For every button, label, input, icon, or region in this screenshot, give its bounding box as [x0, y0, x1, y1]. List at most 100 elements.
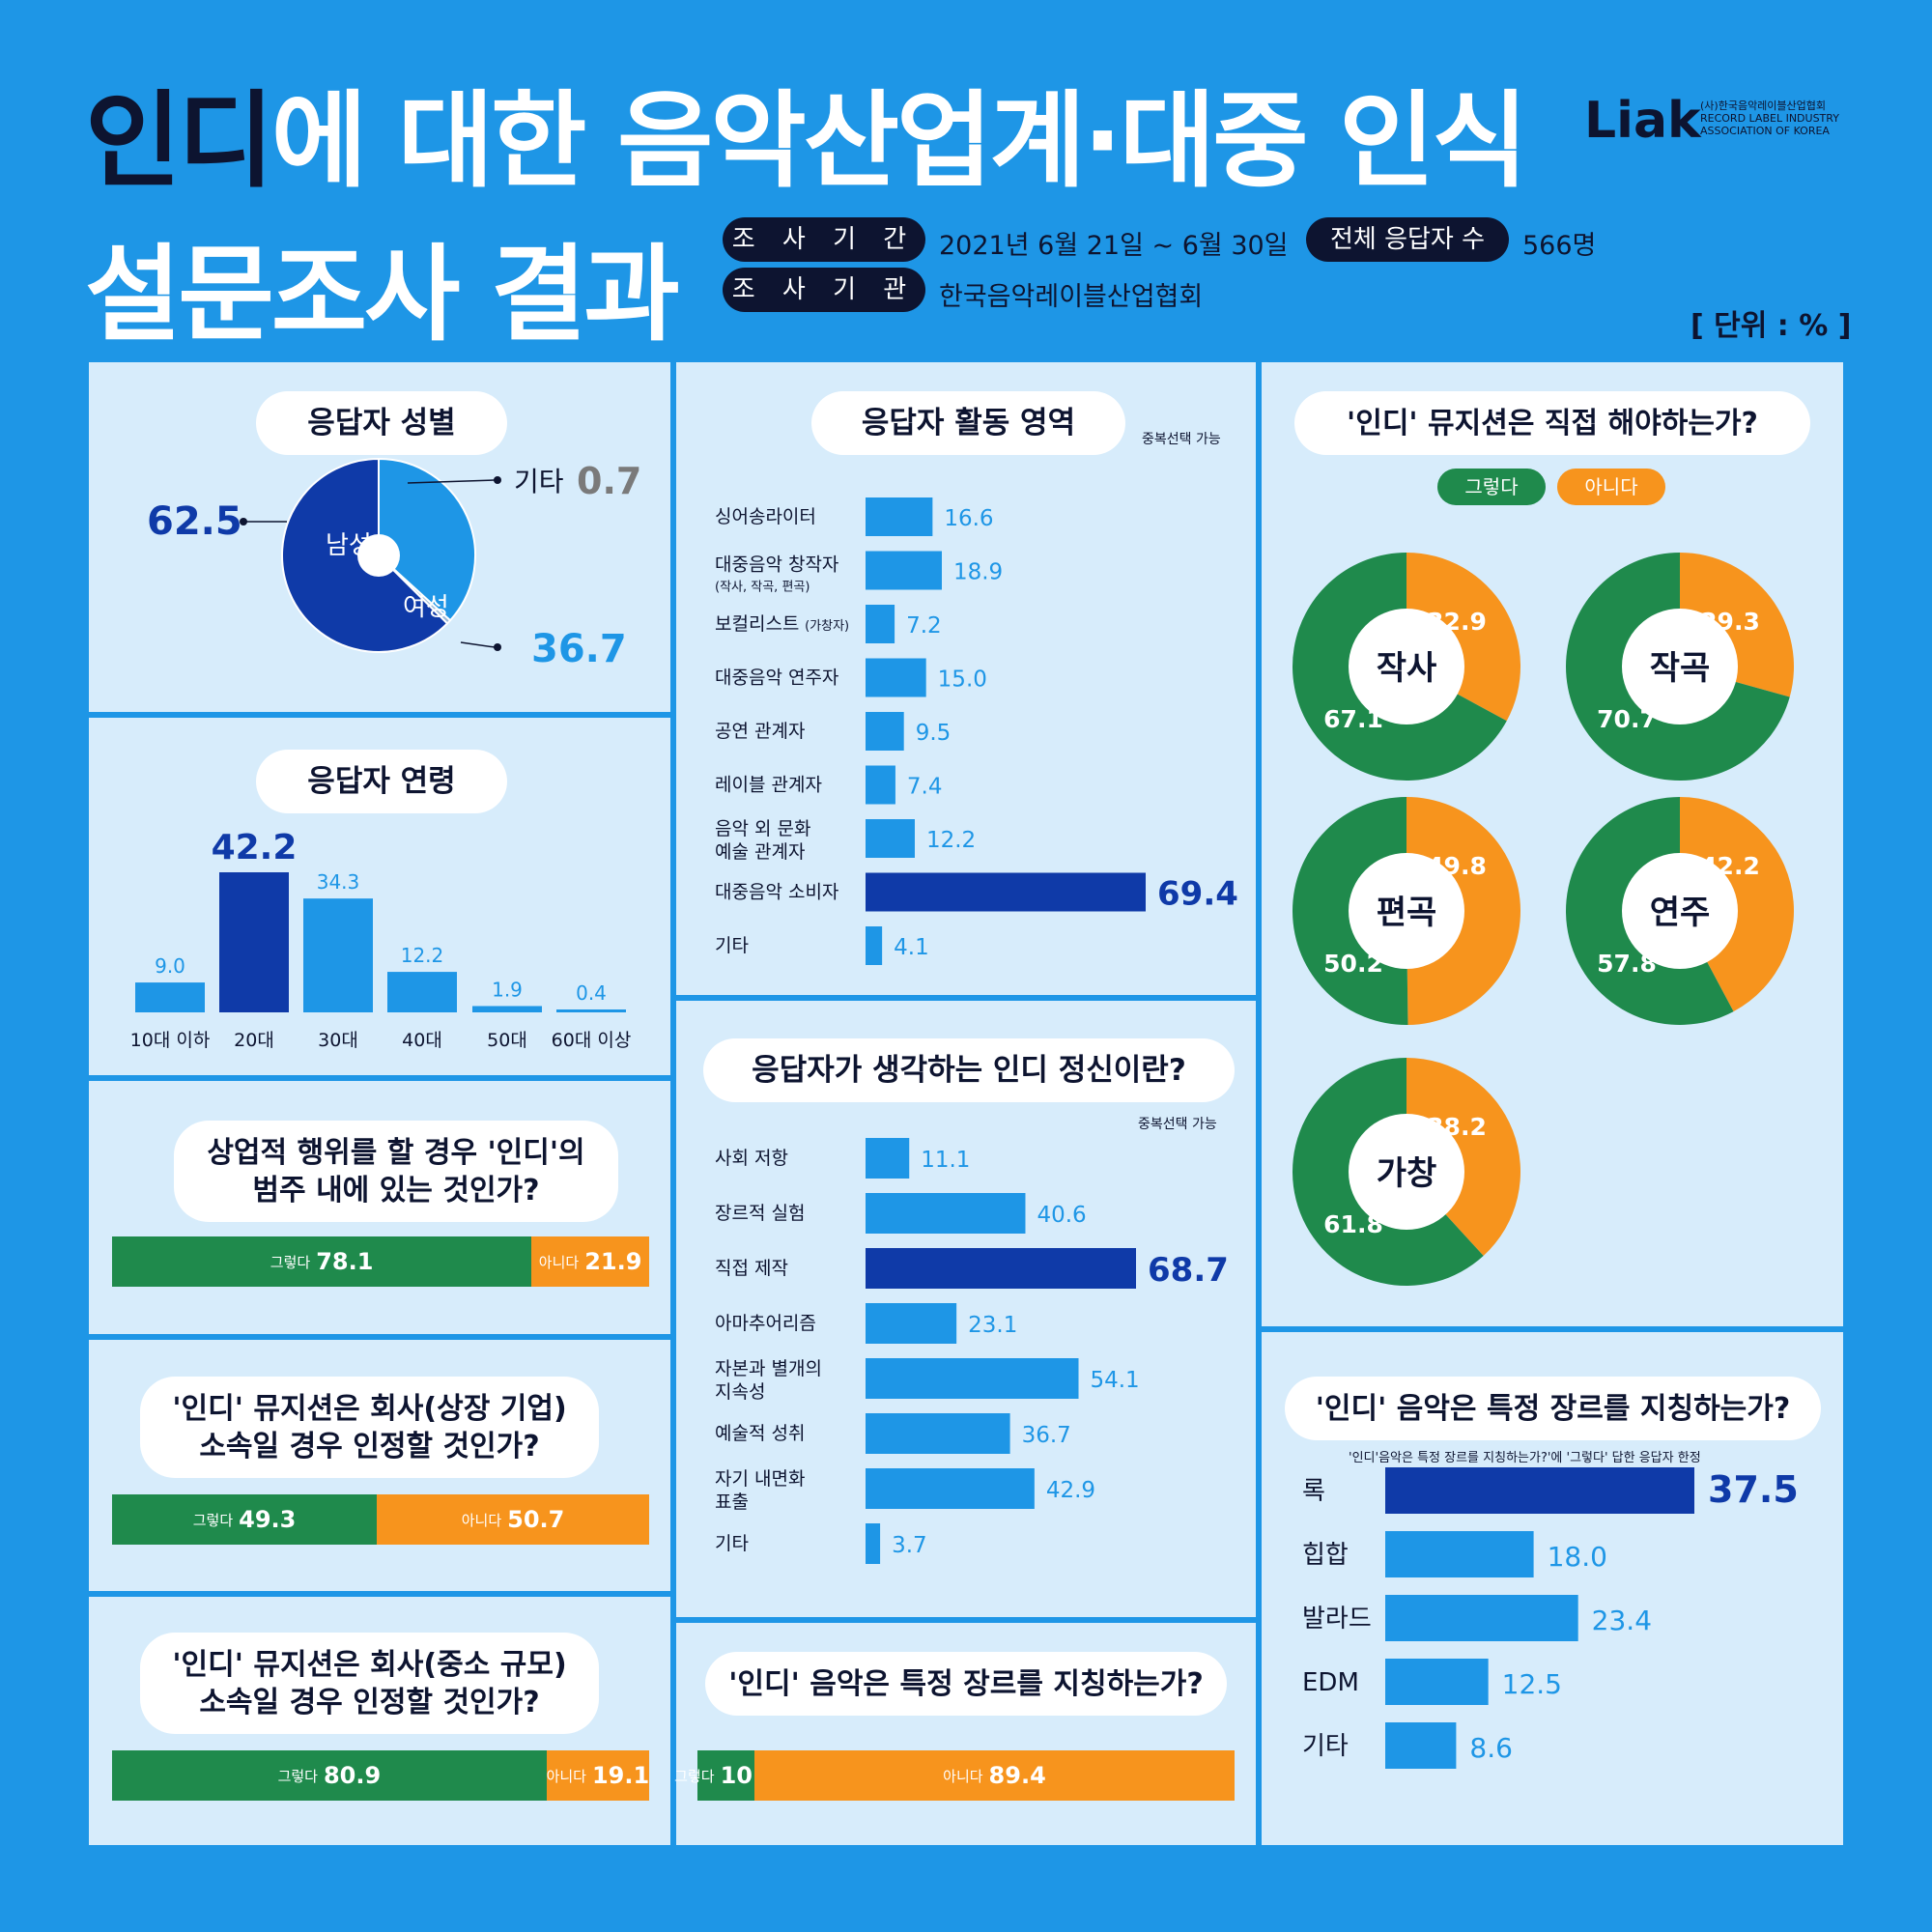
- age-tick-5: 60대 이상: [552, 1030, 632, 1051]
- diy-yes-value-1: 70.7: [1597, 705, 1657, 733]
- age-bar-chart: 9.0 10대 이하 42.2 20대 34.3 30대 12.2 40대 1.9 50대 0.4 6…: [130, 828, 632, 1051]
- gender-dot-male: [240, 518, 247, 526]
- genre-bar-1: [1385, 1531, 1534, 1577]
- segment-label: 아니다: [546, 1767, 586, 1785]
- activity-value-6: 12.2: [926, 828, 976, 853]
- segment-value: 80.9: [323, 1762, 382, 1789]
- activity-title: 응답자 활동 영역: [811, 391, 1125, 455]
- age-bar-0: [135, 982, 205, 1012]
- gender-label-female: 여성: [403, 593, 449, 622]
- activity-bar-5: [866, 765, 895, 805]
- activity-bar-7: [866, 872, 1146, 912]
- spirit-value-5: 36.7: [1022, 1423, 1071, 1448]
- spirit-bar-4: [866, 1358, 1079, 1399]
- spirit-bar-0: [866, 1138, 910, 1179]
- diy-no-value-0: 32.9: [1427, 608, 1487, 636]
- age-tick-2: 30대: [318, 1030, 358, 1051]
- activity-label-5: 레이블 관계자: [715, 775, 822, 796]
- spirit-bar-7: [866, 1523, 881, 1564]
- period-value: 2021년 6월 21일 ~ 6월 30일: [939, 231, 1289, 261]
- age-bar-1: [219, 872, 289, 1012]
- gender-callout-female: [460, 641, 496, 648]
- activity-label-2: 보컬리스트: [715, 613, 799, 635]
- diy-name-1: 작곡: [1650, 649, 1711, 688]
- activity-label-0: 싱어송라이터: [715, 506, 816, 527]
- gender-dot-female: [494, 643, 501, 651]
- diy-name-3: 연주: [1650, 894, 1711, 932]
- activity-note: 중복선택 가능: [1142, 432, 1221, 447]
- sme-title: '인디' 뮤지션은 회사(중소 규모) 소속일 경우 인정할 것인가?: [140, 1633, 599, 1734]
- diy-yes-value-3: 57.8: [1597, 950, 1657, 978]
- genre-label-0: 록: [1302, 1477, 1325, 1506]
- gender-label-other: 기타: [514, 466, 564, 497]
- gender-title: 응답자 성별: [256, 391, 507, 455]
- diy-name-4: 가창: [1377, 1154, 1437, 1193]
- diy-no-value-4: 38.2: [1427, 1113, 1487, 1141]
- activity-bar-8: [866, 926, 883, 965]
- activity-bar-0: [866, 497, 933, 536]
- age-value-0: 9.0: [155, 954, 185, 978]
- yes-segment: 그렇다 78.1: [112, 1236, 532, 1287]
- diy-hole-1: [1622, 609, 1738, 724]
- segment-value: 19.1: [591, 1762, 650, 1789]
- gender-value-male: 62.5: [147, 499, 242, 544]
- spirit-value-2: 68.7: [1148, 1251, 1229, 1290]
- segment-value: 50.7: [507, 1506, 565, 1533]
- diy-no-value-3: 42.2: [1700, 852, 1760, 880]
- no-segment: 아니다 19.1: [547, 1750, 649, 1801]
- diy-yes-value-2: 50.2: [1323, 950, 1383, 978]
- spirit-bar-3: [866, 1303, 957, 1344]
- period-label: 조 사 기 간: [723, 217, 925, 262]
- diy-name-2: 편곡: [1377, 894, 1437, 932]
- diy-hole-0: [1349, 609, 1464, 724]
- age-tick-1: 20대: [234, 1030, 274, 1051]
- segment-value: 89.4: [988, 1762, 1046, 1789]
- genre-note: '인디'음악은 특정 장르를 지칭하는가?'에 '그렇다' 답한 응답자 한정: [1349, 1451, 1701, 1465]
- page-subtitle: 설문조사 결과: [85, 235, 680, 355]
- no-segment: 아니다 50.7: [377, 1494, 649, 1545]
- age-bar-5: [556, 1009, 626, 1012]
- age-value-5: 0.4: [576, 981, 607, 1005]
- spirit-value-6: 42.9: [1046, 1478, 1095, 1503]
- genre-title: '인디' 음악은 특정 장르를 지칭하는가?: [1285, 1377, 1821, 1440]
- yes-segment: 그렇다 10.6: [674, 1750, 778, 1801]
- commercial-stacked-bar: 그렇다 78.1 아니다 21.9: [112, 1236, 649, 1287]
- genre-q-title: '인디' 음악은 특정 장르를 지칭하는가?: [705, 1652, 1227, 1716]
- activity-value-1: 18.9: [953, 560, 1003, 585]
- respondents-value: 566명: [1522, 231, 1597, 261]
- activity-value-2: 7.2: [906, 613, 942, 639]
- age-value-2: 34.3: [317, 870, 360, 894]
- logo: Liak (사)한국음악레이블산업협회 RECORD LABEL INDUSTR…: [1584, 92, 1839, 150]
- diy-no-value-2: 49.8: [1427, 852, 1487, 880]
- spirit-value-3: 23.1: [968, 1313, 1017, 1338]
- activity-label-7: 대중음악 소비자: [715, 882, 838, 903]
- gender-label-male: 남성: [326, 531, 372, 560]
- activity-bar-chart: 16.6 싱어송라이터 18.9 대중음악 창작자 (작사, 작곡, 편곡) 7.2 보컬리…: [715, 497, 1238, 965]
- spirit-label2-6: 표출: [715, 1492, 749, 1513]
- spirit-bar-2: [866, 1248, 1136, 1289]
- genre-bar-chart: 37.5 록 18.0 힙합 23.4 발라드 12.5 EDM 8.6 기타: [1302, 1467, 1799, 1769]
- genre-label-2: 발라드: [1302, 1605, 1372, 1634]
- activity-label-6: 음악 외 문화: [715, 818, 810, 839]
- genre-bar-2: [1385, 1595, 1578, 1641]
- diy-name-0: 작사: [1377, 649, 1437, 688]
- activity-sublabel-2: (가창자): [805, 619, 849, 634]
- spirit-label-0: 사회 저항: [715, 1148, 788, 1169]
- spirit-title: 응답자가 생각하는 인디 정신이란?: [703, 1038, 1235, 1102]
- age-bar-3: [387, 972, 457, 1012]
- diy-title: '인디' 뮤지션은 직접 해야하는가?: [1294, 391, 1810, 455]
- diy-hole-4: [1349, 1114, 1464, 1230]
- gender-callout-other: [407, 479, 496, 484]
- sme-stacked-bar: 그렇다 80.9 아니다 19.1: [112, 1750, 649, 1801]
- activity-value-5: 7.4: [907, 775, 943, 800]
- diy-yes-value-0: 67.1: [1323, 705, 1383, 733]
- diy-no-value-1: 29.3: [1700, 608, 1760, 636]
- title-highlight: 인디: [85, 81, 274, 202]
- panel-spirit: [676, 1001, 1256, 1617]
- spirit-bar-6: [866, 1468, 1035, 1509]
- no-segment: 아니다 89.4: [753, 1750, 1235, 1801]
- age-tick-3: 40대: [402, 1030, 442, 1051]
- genre-value-0: 37.5: [1708, 1468, 1799, 1511]
- activity-value-4: 9.5: [916, 721, 952, 746]
